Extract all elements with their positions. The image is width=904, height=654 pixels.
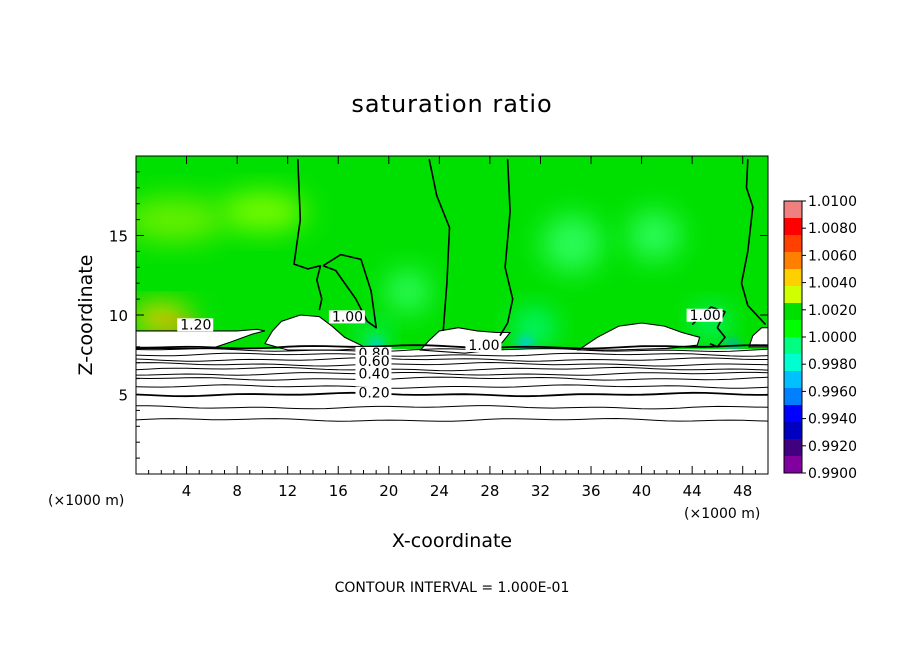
colorbar-swatch xyxy=(784,235,802,253)
colorbar-swatch xyxy=(784,354,802,372)
colorbar-swatch xyxy=(784,456,802,474)
lower-atmosphere-fill xyxy=(136,349,768,474)
x-tick-label: 40 xyxy=(632,482,651,500)
contour-interval-footer: CONTOUR INTERVAL = 1.000E-01 xyxy=(335,580,570,596)
y-tick-label: 15 xyxy=(109,228,128,246)
white-region xyxy=(136,328,266,349)
horizontal-contour xyxy=(136,371,768,376)
horizontal-contours xyxy=(136,344,768,422)
moist-patch xyxy=(218,192,307,232)
contour-label: 0.20 xyxy=(358,386,389,402)
white-region xyxy=(748,327,768,348)
colorbar-label: 1.0000 xyxy=(808,330,857,346)
colorbar-label: 0.9900 xyxy=(808,466,857,482)
horizontal-contour xyxy=(136,366,768,372)
horizontal-contour xyxy=(136,391,768,398)
colorbar: 1.0100 1.0080 1.0060 1.0040 1.0020 1.0000 0.99… xyxy=(783,194,857,482)
x-tick-label: 28 xyxy=(480,482,499,500)
contour-label-bg xyxy=(465,338,502,352)
y-tick-label: 5 xyxy=(118,387,128,405)
horizontal-contour xyxy=(136,361,768,367)
horizontal-contour xyxy=(136,344,768,350)
plot-area: 1.20 1.001.001.000.800.600.400.20 xyxy=(136,156,768,474)
colorbar-swatch xyxy=(784,405,802,423)
horizontal-contour xyxy=(136,417,768,422)
contour-line xyxy=(740,159,767,326)
y-axis-label: Z-coordinate xyxy=(75,255,97,376)
contour-line xyxy=(499,159,514,337)
colorbar-swatch xyxy=(784,201,802,219)
colorbar-label: 1.0040 xyxy=(808,276,857,292)
horizontal-contour xyxy=(136,376,768,381)
contour-label: 1.00 xyxy=(690,308,721,324)
dry-patch xyxy=(385,269,431,313)
colorbar-label: 0.9960 xyxy=(808,384,857,400)
colorbar-swatch xyxy=(784,303,802,321)
moist-patch xyxy=(136,197,225,242)
colorbar-label: 0.9920 xyxy=(808,439,857,455)
horizontal-contour xyxy=(136,357,768,362)
colorbar-label: 0.9980 xyxy=(808,357,857,373)
colorbar-swatch xyxy=(784,252,802,270)
y-tick-label: 10 xyxy=(109,307,128,325)
horizontal-contour xyxy=(136,352,768,357)
x-tick-label: 36 xyxy=(581,482,600,500)
dry-patch xyxy=(541,214,603,273)
colorbar-label: 1.0020 xyxy=(808,303,857,319)
contour-label-bg xyxy=(355,354,392,368)
colorbar-swatch xyxy=(784,388,802,406)
contour-label: 1.20 xyxy=(180,317,211,333)
contour-label-bg xyxy=(355,386,392,400)
contour-line xyxy=(691,306,726,348)
chart-title: saturation ratio xyxy=(351,90,552,118)
x-unit-left: (×1000 m) xyxy=(48,493,124,509)
contour-label: 0.60 xyxy=(358,354,389,370)
horizontal-contour xyxy=(136,384,768,389)
horizontal-contour xyxy=(136,348,768,353)
colorbar-swatch xyxy=(784,269,802,287)
contour-label: 0.40 xyxy=(358,367,389,383)
x-tick-label: 44 xyxy=(683,482,702,500)
x-tick-label: 24 xyxy=(430,482,449,500)
contour-line xyxy=(428,159,451,331)
dry-patch xyxy=(627,210,681,261)
colorbar-swatch xyxy=(784,286,802,304)
contour-label-bg xyxy=(686,308,723,322)
x-unit-right: (×1000 m) xyxy=(684,506,760,522)
colorbar-swatch xyxy=(784,371,802,389)
contour-label-bg xyxy=(328,310,365,324)
colorbar-swatch xyxy=(784,422,802,440)
contour-label-bg xyxy=(177,318,214,332)
contour-label: 1.00 xyxy=(332,309,363,325)
vertical-contours xyxy=(293,159,767,348)
contour-labels: 1.20 1.001.001.000.800.600.400.20 xyxy=(177,308,723,402)
contour-line xyxy=(293,159,323,311)
x-tick-label: 12 xyxy=(278,482,297,500)
horizontal-contour xyxy=(136,405,768,410)
colorbar-label: 0.9940 xyxy=(808,412,857,428)
x-tick-label: 8 xyxy=(232,482,242,500)
colorbar-swatch xyxy=(784,337,802,355)
x-tick-label: 16 xyxy=(329,482,348,500)
contour-line xyxy=(322,253,377,329)
x-tick-label: 4 xyxy=(182,482,192,500)
x-tick-label: 20 xyxy=(379,482,398,500)
colorbar-label: 1.0100 xyxy=(808,194,857,210)
colorbar-swatch xyxy=(784,320,802,338)
x-tick-label: 32 xyxy=(531,482,550,500)
colorbar-label: 1.0060 xyxy=(808,248,857,264)
contour-label: 1.00 xyxy=(468,338,499,354)
contour-label-bg xyxy=(355,367,392,381)
x-tick-label: 48 xyxy=(733,482,752,500)
colorbar-label: 1.0080 xyxy=(808,221,857,237)
white-region xyxy=(576,322,701,351)
x-axis-label: X-coordinate xyxy=(392,530,512,552)
y-axis-ticks: 5 10 15 xyxy=(109,171,768,459)
colorbar-swatch xyxy=(784,439,802,457)
x-axis-ticks: 4 8 12 16 20 24 28 32 36 40 44 48 xyxy=(148,156,756,500)
colorbar-swatch xyxy=(784,218,802,236)
